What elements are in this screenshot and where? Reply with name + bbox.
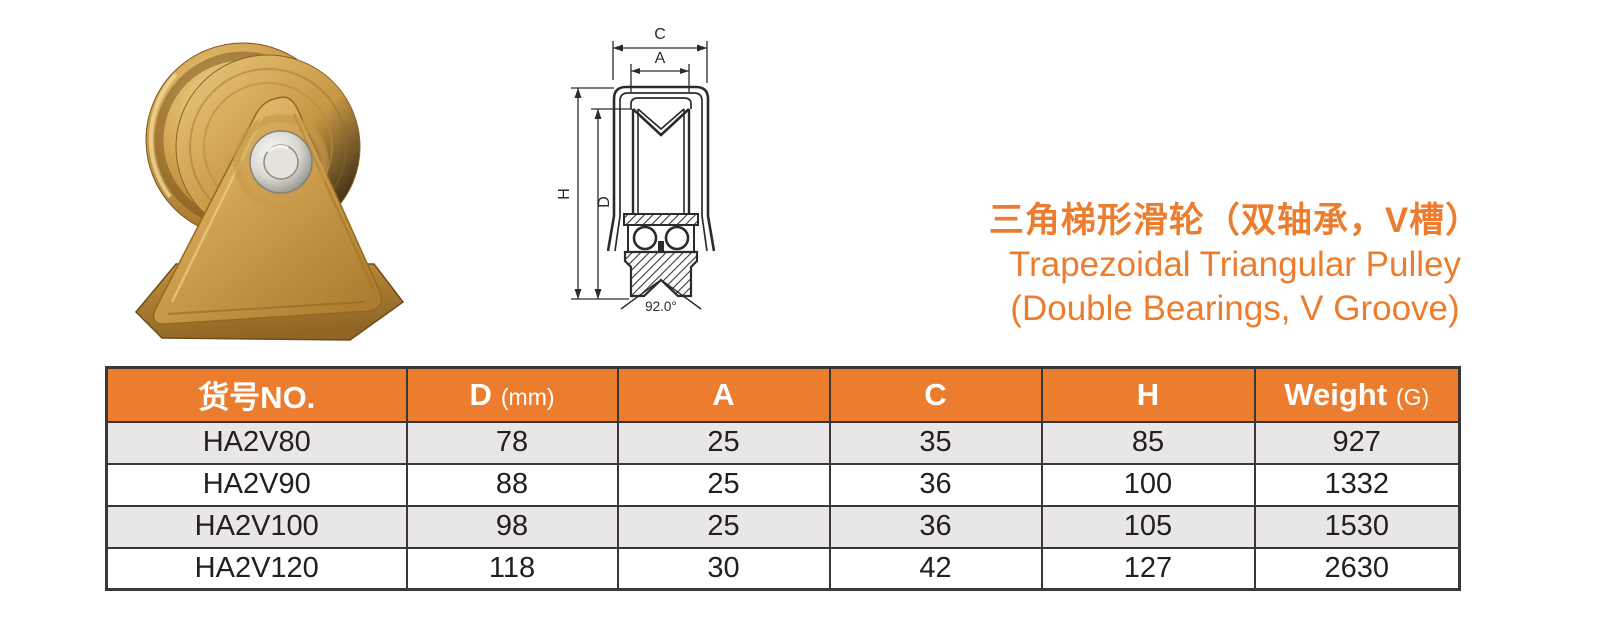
cell-a: 25 bbox=[616, 462, 831, 507]
cell-model: HA2V120 bbox=[105, 546, 408, 591]
cell-model: HA2V80 bbox=[105, 420, 408, 465]
triangle-bracket bbox=[152, 96, 383, 325]
cell-c: 42 bbox=[828, 546, 1043, 591]
header-weight: Weight (G) bbox=[1253, 366, 1461, 423]
bearing-left bbox=[632, 225, 658, 251]
header-d: D (mm) bbox=[405, 366, 619, 423]
dim-label-d: D bbox=[596, 196, 613, 208]
header-h: H bbox=[1040, 366, 1256, 423]
bracket-cross-section bbox=[606, 85, 716, 252]
cell-d: 98 bbox=[405, 504, 619, 549]
header-item-no: 货号NO. bbox=[105, 366, 408, 423]
cell-model: HA2V100 bbox=[105, 504, 408, 549]
table-row: HA2V100 98 25 36 105 1530 bbox=[105, 504, 1461, 549]
bearings-and-shaft bbox=[620, 213, 702, 310]
cell-a: 25 bbox=[616, 504, 831, 549]
dim-label-a: A bbox=[655, 50, 666, 67]
cell-weight: 2630 bbox=[1253, 546, 1461, 591]
table-row: HA2V90 88 25 36 100 1332 bbox=[105, 462, 1461, 507]
cell-a: 25 bbox=[616, 420, 831, 465]
cell-c: 35 bbox=[828, 420, 1043, 465]
product-title-block: 三角梯形滑轮（双轴承，V槽） Trapezoidal Triangular Pu… bbox=[950, 199, 1520, 331]
product-title-english-line2: (Double Bearings, V Groove) bbox=[1010, 289, 1460, 328]
product-photo bbox=[134, 42, 405, 341]
table-row: HA2V80 78 25 35 85 927 bbox=[105, 420, 1461, 465]
cell-weight: 927 bbox=[1253, 420, 1461, 465]
product-title-chinese: 三角梯形滑轮（双轴承，V槽） bbox=[988, 201, 1482, 240]
cell-model: HA2V90 bbox=[105, 462, 408, 507]
cell-d: 88 bbox=[405, 462, 619, 507]
dim-label-c: C bbox=[654, 26, 666, 43]
angle-label: 92.0° bbox=[645, 299, 677, 314]
table-row: HA2V120 118 30 42 127 2630 bbox=[105, 546, 1461, 591]
dimension-diagram: C A H D 92.0° bbox=[556, 26, 716, 314]
cell-h: 105 bbox=[1040, 504, 1256, 549]
cell-h: 127 bbox=[1040, 546, 1256, 591]
hub-bolt bbox=[233, 114, 329, 210]
dim-label-h: H bbox=[556, 188, 573, 200]
bearing-right bbox=[664, 225, 690, 251]
cell-a: 30 bbox=[616, 546, 831, 591]
table-header-row: 货号NO. D (mm) A C H Weight (G) bbox=[105, 366, 1461, 423]
header-a: A bbox=[616, 366, 831, 423]
header-c: C bbox=[828, 366, 1043, 423]
cell-h: 100 bbox=[1040, 462, 1256, 507]
cell-d: 78 bbox=[405, 420, 619, 465]
product-title-english-line1: Trapezoidal Triangular Pulley bbox=[1009, 245, 1461, 284]
cell-weight: 1530 bbox=[1253, 504, 1461, 549]
wheel-cross-section bbox=[631, 108, 691, 214]
cell-c: 36 bbox=[828, 504, 1043, 549]
cell-h: 85 bbox=[1040, 420, 1256, 465]
cell-d: 118 bbox=[405, 546, 619, 591]
cell-c: 36 bbox=[828, 462, 1043, 507]
spec-table: 货号NO. D (mm) A C H Weight (G) HA2V80 78 25… bbox=[105, 366, 1461, 591]
cell-weight: 1332 bbox=[1253, 462, 1461, 507]
